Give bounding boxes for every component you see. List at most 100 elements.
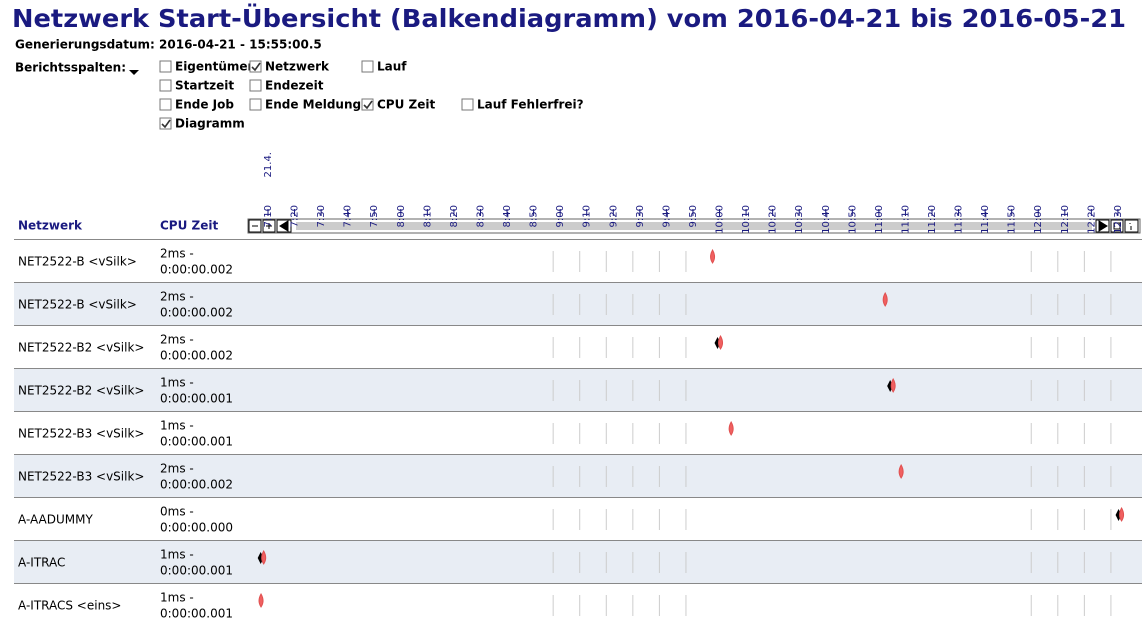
start-marker bbox=[898, 463, 904, 479]
start-marker bbox=[718, 334, 724, 350]
time-tick-label: 11:00 bbox=[874, 205, 885, 234]
title: Netzwerk Start-Übersicht (Balkendiagramm… bbox=[12, 3, 1126, 33]
start-marker bbox=[882, 291, 888, 307]
time-tick-label: 10:10 bbox=[741, 205, 752, 234]
start-marker bbox=[261, 549, 267, 565]
checkbox-label: CPU Zeit bbox=[377, 98, 435, 112]
row-bg bbox=[14, 283, 1142, 326]
start-marker bbox=[710, 248, 716, 264]
time-tick-label: 10:00 bbox=[715, 205, 726, 234]
time-tick-label: 12:30 bbox=[1113, 205, 1124, 234]
network-name: NET2522-B3 <vSilk> bbox=[18, 427, 144, 441]
time-tick-label: 10:20 bbox=[768, 205, 779, 234]
checkbox[interactable] bbox=[159, 117, 172, 130]
checkbox[interactable] bbox=[249, 79, 262, 92]
columns-label: Berichtsspalten: bbox=[15, 61, 126, 75]
checkbox[interactable] bbox=[249, 60, 262, 73]
time-tick-label: 7:10 bbox=[263, 205, 274, 227]
checkbox-label: Lauf bbox=[377, 60, 407, 74]
checkbox[interactable] bbox=[159, 98, 172, 111]
time-tick-label: 7:50 bbox=[369, 205, 380, 227]
time-tick-label: 9:40 bbox=[661, 205, 672, 227]
network-name: NET2522-B <vSilk> bbox=[18, 298, 137, 312]
cpu-line: 0:00:00.002 bbox=[160, 349, 233, 363]
checkbox[interactable] bbox=[159, 79, 172, 92]
network-name: NET2522-B2 <vSilk> bbox=[18, 341, 144, 355]
row-bg bbox=[14, 541, 1142, 584]
network-name: NET2522-B <vSilk> bbox=[18, 255, 137, 269]
network-name: A-AADUMMY bbox=[18, 513, 93, 527]
cpu-line: 1ms - bbox=[160, 548, 194, 562]
time-tick-label: 9:30 bbox=[635, 205, 646, 227]
time-tick-label: 11:50 bbox=[1007, 205, 1018, 234]
network-name: NET2522-B2 <vSilk> bbox=[18, 384, 144, 398]
cpu-line: 0:00:00.001 bbox=[160, 392, 233, 406]
checkmark bbox=[161, 119, 171, 129]
checkbox[interactable] bbox=[461, 98, 474, 111]
time-tick-label: 11:20 bbox=[927, 205, 938, 234]
date-label: 21.4. bbox=[263, 152, 274, 177]
row-bg bbox=[14, 369, 1142, 412]
checkbox[interactable] bbox=[159, 60, 172, 73]
checkbox[interactable] bbox=[361, 98, 374, 111]
time-tick-label: 10:30 bbox=[794, 205, 805, 234]
cpu-line: 2ms - bbox=[160, 247, 194, 261]
checkbox[interactable] bbox=[249, 98, 262, 111]
cpu-line: 2ms - bbox=[160, 290, 194, 304]
cpu-line: 1ms - bbox=[160, 419, 194, 433]
cpu-line: 1ms - bbox=[160, 376, 194, 390]
start-marker bbox=[1119, 506, 1125, 522]
checkbox-label: Endezeit bbox=[265, 79, 324, 93]
cpu-line: 0:00:00.001 bbox=[160, 435, 233, 449]
cpu-line: 0:00:00.002 bbox=[160, 478, 233, 492]
time-tick-label: 11:40 bbox=[980, 205, 991, 234]
time-tick-label: 7:30 bbox=[316, 205, 327, 227]
start-marker bbox=[728, 420, 734, 436]
time-tick-label: 8:10 bbox=[422, 205, 433, 227]
time-tick-label: 7:40 bbox=[343, 205, 354, 227]
time-tick-label: 10:50 bbox=[847, 205, 858, 234]
time-tick-label: 9:50 bbox=[688, 205, 699, 227]
time-tick-label: 8:40 bbox=[502, 205, 513, 227]
cpu-line: 0:00:00.002 bbox=[160, 306, 233, 320]
time-tick-label: 8:50 bbox=[529, 205, 540, 227]
time-tick-label: 12:00 bbox=[1033, 205, 1044, 234]
time-tick-label: 10:40 bbox=[821, 205, 832, 234]
cpu-line: 0ms - bbox=[160, 505, 194, 519]
column-header: Netzwerk bbox=[18, 219, 83, 233]
row-bg bbox=[14, 455, 1142, 498]
network-name: NET2522-B3 <vSilk> bbox=[18, 470, 144, 484]
time-tick-label: 9:20 bbox=[608, 205, 619, 227]
cpu-line: 0:00:00.001 bbox=[160, 564, 233, 578]
network-name: A-ITRAC bbox=[18, 556, 65, 570]
checkbox-label: Ende Job bbox=[175, 98, 234, 112]
checkbox-label: Startzeit bbox=[175, 79, 234, 93]
cpu-line: 1ms - bbox=[160, 591, 194, 605]
time-tick-label: 9:10 bbox=[582, 205, 593, 227]
checkbox-label: Diagramm bbox=[175, 117, 245, 131]
cpu-line: 2ms - bbox=[160, 333, 194, 347]
checkbox-label: Ende Meldung bbox=[265, 98, 361, 112]
network-name: A-ITRACS <eins> bbox=[18, 599, 122, 613]
column-header: CPU Zeit bbox=[160, 219, 218, 233]
cpu-line: 0:00:00.002 bbox=[160, 263, 233, 277]
time-tick-label: 8:00 bbox=[396, 205, 407, 227]
checkbox-label: Lauf Fehlerfrei? bbox=[477, 98, 584, 112]
checkmark bbox=[251, 62, 261, 72]
cpu-line: 0:00:00.001 bbox=[160, 607, 233, 621]
start-marker bbox=[890, 377, 896, 393]
time-tick-label: 12:20 bbox=[1086, 205, 1097, 234]
cpu-line: 2ms - bbox=[160, 462, 194, 476]
checkbox[interactable] bbox=[361, 60, 374, 73]
dropdown-arrow[interactable] bbox=[129, 70, 139, 75]
time-tick-label: 12:10 bbox=[1060, 205, 1071, 234]
time-tick-label: 8:30 bbox=[475, 205, 486, 227]
time-tick-label: 8:20 bbox=[449, 205, 460, 227]
time-tick-label: 9:00 bbox=[555, 205, 566, 227]
scrollbar bbox=[247, 218, 1141, 234]
checkbox-label: Eigentümer bbox=[175, 60, 254, 74]
time-tick-label: 11:30 bbox=[954, 205, 965, 234]
checkmark bbox=[363, 100, 373, 110]
time-tick-label: 7:20 bbox=[290, 205, 301, 227]
